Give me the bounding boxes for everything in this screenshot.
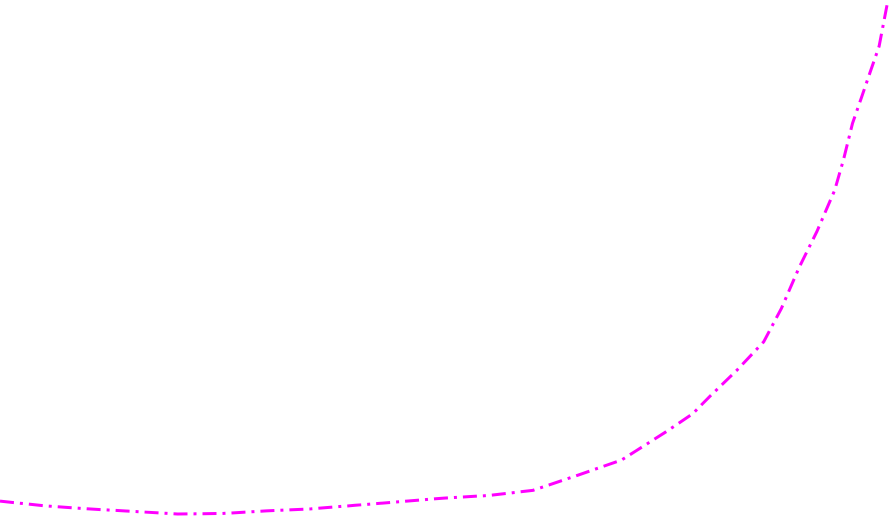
- line-chart: [0, 0, 890, 516]
- chart-canvas: [0, 0, 890, 516]
- series-line-0: [0, 0, 890, 516]
- plot-area: [0, 0, 890, 516]
